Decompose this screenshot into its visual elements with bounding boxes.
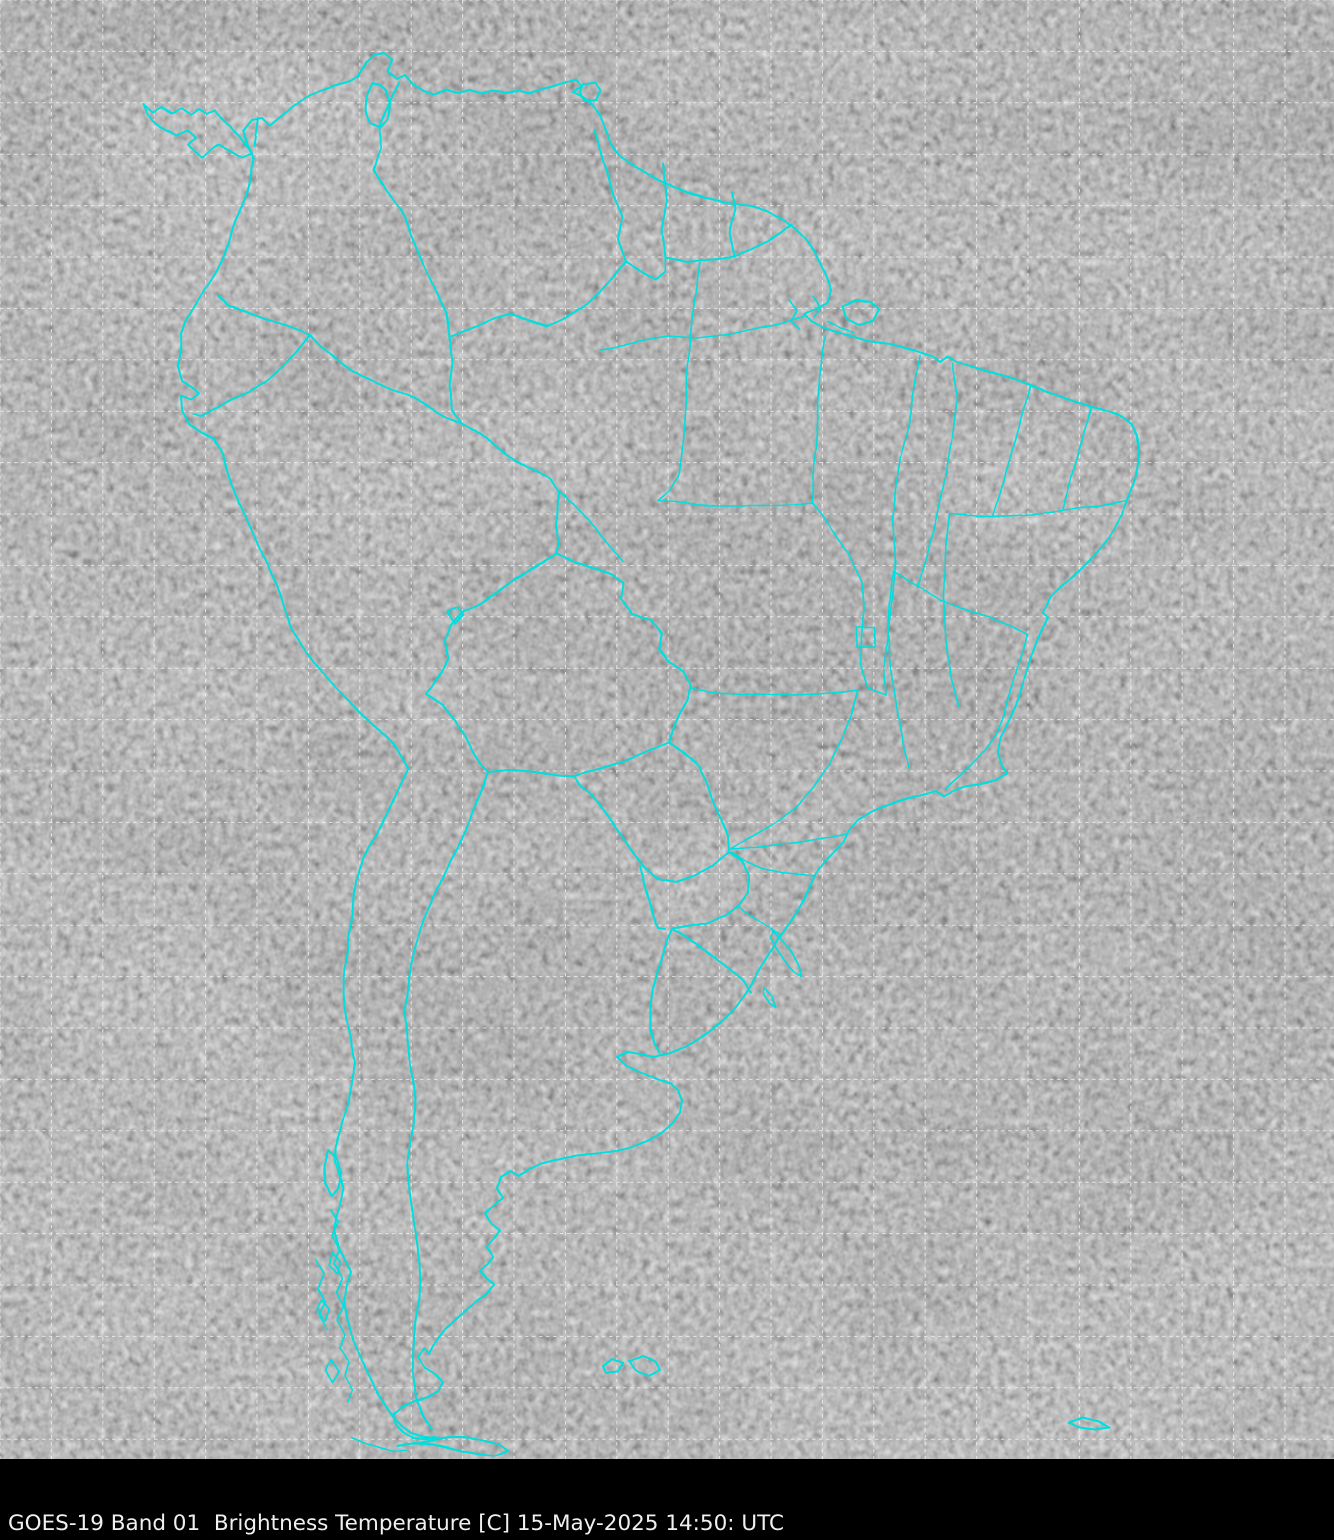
islands-falkland-west — [601, 1359, 624, 1374]
border-paraguay-brazil — [668, 741, 729, 853]
island-trinidad — [579, 81, 602, 102]
state-border-to-pa — [883, 515, 896, 696]
border-uruguay-brazil — [671, 928, 752, 993]
border-suriname-brazil — [665, 255, 735, 263]
border-colombia-peru — [309, 334, 464, 425]
lake-titicaca — [447, 607, 465, 625]
coastline-south-america — [176, 52, 1140, 1440]
state-border-mg-north — [892, 569, 1028, 789]
state-border-ce-rn — [1061, 406, 1093, 511]
state-border-ba-to — [943, 513, 959, 707]
state-border-sc-rs — [737, 905, 781, 935]
state-border-am-south — [657, 499, 813, 507]
map-borders — [142, 52, 1140, 1457]
state-border-mt-go — [811, 502, 887, 696]
border-bolivia-paraguay — [574, 741, 670, 777]
state-border-sp-pr — [729, 832, 847, 850]
state-border-pa-mt — [811, 335, 827, 504]
fjord-islets — [317, 1252, 341, 1383]
border-guyana-suriname — [661, 163, 668, 259]
caption-text: GOES-19 Band 01 Brightness Temperature [… — [8, 1511, 784, 1537]
state-border-ma-pa — [892, 355, 921, 517]
border-guyana-brazil — [625, 257, 667, 281]
border-colombia-ecuador — [217, 295, 311, 336]
island-chiloe — [323, 1149, 341, 1197]
island-south-georgia — [1067, 1417, 1111, 1431]
river-amazon-mouth-2 — [811, 295, 821, 319]
state-border-am-pa — [657, 341, 691, 501]
island-tierra-del-fuego — [397, 1437, 509, 1457]
border-bolivia-chile — [425, 693, 489, 773]
state-border-df — [856, 626, 876, 648]
state-border-ap-pa — [689, 261, 701, 343]
state-border-pi-ce — [992, 386, 1031, 517]
satellite-image — [0, 0, 1334, 1459]
border-frguiana-brazil — [733, 223, 792, 257]
river-amazon-mouth-1 — [789, 299, 801, 331]
state-border-ro-am — [559, 491, 623, 562]
state-border-mg-west — [887, 569, 910, 769]
island-marajo — [841, 299, 880, 325]
border-peru-bolivia — [425, 552, 557, 695]
coastline-panama — [142, 103, 253, 159]
islands-falkland-east — [628, 1355, 662, 1377]
border-paraguay-argentina — [574, 775, 729, 884]
border-suriname-frguiana — [728, 191, 736, 257]
border-bolivia-argentina — [487, 769, 576, 777]
state-border-pe-ba — [949, 499, 1127, 517]
lagoa-dos-patos — [770, 930, 802, 977]
state-border-ma-pi — [916, 363, 958, 589]
border-ecuador-peru — [192, 334, 311, 418]
caption-bar: GOES-19 Band 01 Brightness Temperature [… — [0, 1459, 1334, 1540]
border-venezuela-brazil — [449, 261, 627, 339]
border-bolivia-brazil — [555, 552, 692, 743]
strait-of-magellan — [351, 1437, 407, 1453]
border-peru-brazil — [462, 423, 560, 554]
border-colombia-brazil — [448, 337, 464, 425]
border-colombia-venezuela — [373, 83, 451, 339]
state-border-mt-ms — [689, 687, 859, 696]
state-border-pr-sc — [730, 851, 816, 878]
border-panama-colombia — [253, 117, 259, 147]
border-venezuela-guyana — [593, 130, 627, 263]
state-border-ms-sp — [729, 689, 859, 850]
river-amazon-mouth-3 — [827, 321, 853, 333]
cloud-field — [0, 0, 1334, 1459]
border-uruguay-argentina — [649, 928, 673, 1054]
latlon-grid — [0, 0, 1334, 1459]
lake-maracaibo — [364, 83, 391, 128]
border-chile-argentina — [404, 771, 489, 1431]
chile-fjords-2 — [315, 1259, 329, 1331]
lagoa-mirim — [762, 987, 777, 1009]
river-parana — [639, 865, 666, 930]
chile-fjords-1 — [329, 1209, 353, 1403]
river-amazon — [599, 316, 807, 351]
